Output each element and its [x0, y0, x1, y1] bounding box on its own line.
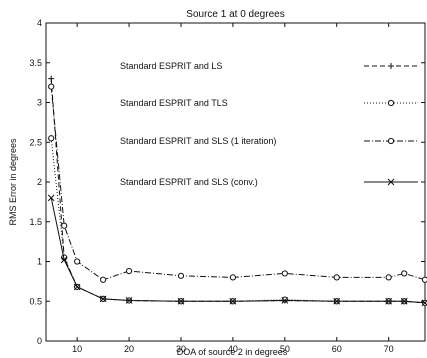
- data-point: [387, 137, 395, 145]
- y-tick-label: 2.5: [29, 137, 42, 147]
- y-tick-label: 3.5: [29, 58, 42, 68]
- data-point: [387, 178, 395, 186]
- data-point: [177, 297, 185, 305]
- legend-entry: Standard ESPRIT and LS: [120, 61, 418, 71]
- legend-label: Standard ESPRIT and SLS (conv.): [120, 177, 258, 187]
- data-point: [388, 63, 394, 69]
- legend-label: Standard ESPRIT and LS: [120, 61, 222, 71]
- x-tick-label: 60: [332, 344, 342, 354]
- data-point: [177, 272, 185, 279]
- series-line: [50, 197, 426, 304]
- legend-label: Standard ESPRIT and SLS (1 iteration): [120, 136, 276, 146]
- series-layer: [47, 75, 427, 307]
- data-point: [125, 297, 133, 304]
- y-tick-label: 1.5: [29, 217, 42, 227]
- data-point: [99, 295, 107, 303]
- data-point: [61, 222, 68, 229]
- data-point: [48, 83, 55, 90]
- data-point: [333, 274, 340, 281]
- x-tick-label: 70: [384, 344, 394, 354]
- data-point: [60, 256, 68, 264]
- legend-layer: Standard ESPRIT and LS Standard ESPRIT an…: [120, 61, 418, 187]
- data-point: [229, 274, 237, 281]
- series-1: [48, 75, 427, 306]
- y-tick-label: 2: [37, 177, 42, 187]
- data-point: [48, 135, 55, 142]
- data-point: [229, 297, 237, 305]
- x-axis-label: DOA of source 2 in degrees: [177, 347, 288, 357]
- data-point: [421, 276, 427, 283]
- series-line: [50, 78, 426, 304]
- x-tick-label: 30: [176, 344, 186, 354]
- data-point: [400, 297, 408, 305]
- ticks-layer: 10 20 30 40 50 60 70 0 0.5 1 1.5 2 2.5 3 3.5 4: [29, 18, 425, 354]
- data-point: [281, 297, 289, 304]
- data-point: [401, 270, 408, 277]
- data-point: [333, 297, 341, 305]
- x-tick-label: 50: [280, 344, 290, 354]
- data-point: [73, 283, 81, 291]
- data-point: [74, 258, 81, 265]
- data-point: [281, 270, 288, 277]
- y-tick-label: 0: [37, 336, 42, 346]
- data-point: [385, 297, 393, 305]
- y-tick-label: 0.5: [29, 296, 42, 306]
- y-axis-label: RMS Error in degrees: [8, 138, 18, 226]
- legend-label: Standard ESPRIT and TLS: [120, 98, 228, 108]
- y-tick-label: 3: [37, 98, 42, 108]
- x-tick-label: 40: [228, 344, 238, 354]
- chart-title: Source 1 at 0 degrees: [186, 9, 284, 20]
- data-point: [421, 299, 427, 307]
- series-4: [47, 194, 427, 307]
- y-tick-label: 4: [37, 18, 42, 28]
- data-point: [100, 276, 107, 283]
- data-point: [281, 296, 288, 303]
- legend-entry: Standard ESPRIT and TLS: [120, 98, 418, 108]
- data-point: [387, 99, 395, 107]
- data-point: [47, 194, 55, 202]
- data-point: [48, 75, 55, 82]
- legend-entry: Standard ESPRIT and SLS (conv.): [120, 177, 418, 187]
- x-tick-label: 10: [72, 344, 82, 354]
- series-3: [48, 83, 427, 283]
- data-point: [125, 267, 133, 275]
- legend-entry: Standard ESPRIT and SLS (1 iteration): [120, 136, 418, 146]
- data-point: [385, 274, 392, 281]
- y-tick-label: 1: [37, 257, 42, 267]
- x-tick-label: 20: [124, 344, 134, 354]
